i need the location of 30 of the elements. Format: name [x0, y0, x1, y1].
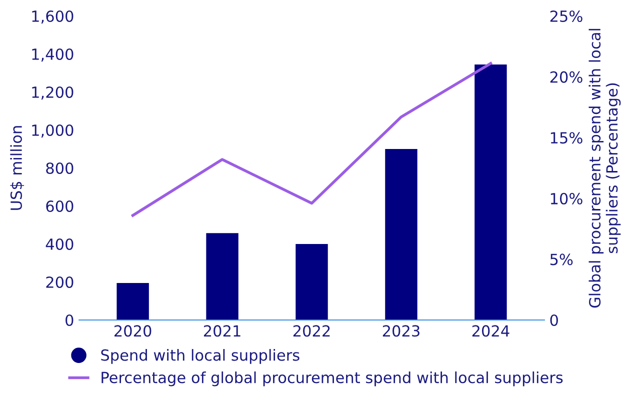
y2-tick-label: 25%: [550, 10, 582, 22]
y-axis-title: US$ million: [10, 126, 24, 210]
y-tick-label: 200: [46, 276, 74, 288]
y-tick-label: 1,000: [32, 124, 74, 138]
bar: [474, 64, 507, 320]
y-tick-label: 1,600: [32, 10, 74, 24]
y-tick-label: 800: [46, 162, 74, 174]
y-tick-label: 600: [46, 200, 74, 212]
line-series: [131, 62, 492, 217]
bar: [206, 233, 238, 320]
y2-axis-title: Global procurement spend with local suppliers (Percentage): [588, 28, 621, 308]
y2-tick-label: 15%: [550, 132, 582, 144]
y2-tick-label: 10%: [550, 192, 582, 204]
y-tick-label: 0: [66, 314, 74, 326]
x-tick-label: 2023: [382, 325, 420, 337]
bar: [385, 149, 418, 320]
x-tick-label: 2022: [293, 325, 330, 337]
legend-label: Spend with local suppliers: [101, 349, 300, 364]
y-tick-label: 1,400: [32, 48, 74, 62]
x-tick-label: 2020: [114, 325, 152, 337]
bar: [296, 244, 328, 320]
bar: [116, 282, 149, 320]
y2-tick-label: 20%: [550, 71, 582, 83]
y-tick-label: 400: [46, 238, 74, 250]
y-tick-label: 1,200: [32, 86, 74, 100]
x-tick-label: 2024: [472, 325, 510, 337]
legend-label: Percentage of global procurement spend with local suppliers: [102, 371, 563, 386]
y2-tick-label: 0: [550, 314, 558, 326]
x-tick-label: 2021: [204, 325, 240, 337]
y2-tick-label: 5%: [550, 254, 573, 266]
